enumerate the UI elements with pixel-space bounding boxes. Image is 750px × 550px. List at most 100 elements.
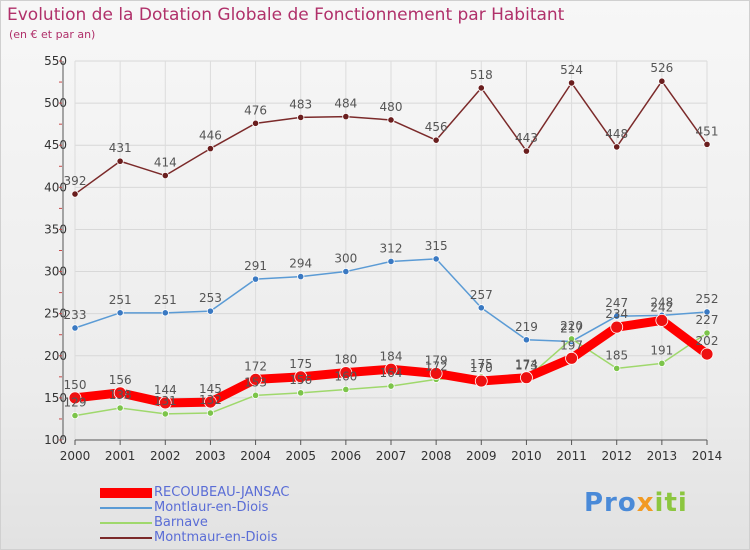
y-tick-label: 400 <box>44 180 67 194</box>
y-tick-label: 200 <box>44 349 67 363</box>
x-tick-label: 2012 <box>601 449 632 463</box>
x-tick-label: 2011 <box>556 449 587 463</box>
y-tick-label: 500 <box>44 96 67 110</box>
data-point <box>432 255 440 263</box>
data-point <box>294 370 308 384</box>
data-point <box>474 374 488 388</box>
chart-title: Evolution de la Dotation Globale de Fonc… <box>7 5 565 25</box>
logo-part-1: Pro <box>584 488 637 518</box>
x-tick-label: 2000 <box>60 449 91 463</box>
data-point <box>206 144 215 153</box>
data-label: 526 <box>650 61 673 75</box>
data-point <box>520 371 533 385</box>
data-label: 172 <box>425 359 448 373</box>
data-label: 129 <box>64 396 87 410</box>
data-label: 220 <box>560 319 583 333</box>
x-tick-label: 2010 <box>511 449 542 463</box>
data-point <box>206 409 215 417</box>
x-tick-label: 2005 <box>285 449 316 463</box>
data-point <box>68 391 82 405</box>
data-label: 253 <box>199 291 222 305</box>
data-point <box>251 119 260 127</box>
x-tick-label: 2008 <box>421 449 452 463</box>
data-label: 219 <box>515 320 538 334</box>
data-label: 476 <box>244 103 267 117</box>
legend-swatch <box>100 485 152 500</box>
data-label: 191 <box>650 343 673 357</box>
data-point <box>116 309 124 317</box>
data-point <box>567 79 576 87</box>
data-point <box>613 364 621 373</box>
proxiti-logo: Proxiti <box>584 488 688 518</box>
data-label: 156 <box>109 373 132 387</box>
data-point <box>116 404 124 412</box>
data-label: 138 <box>109 388 132 402</box>
data-point <box>387 257 395 266</box>
data-point <box>249 372 262 386</box>
data-point <box>613 143 621 151</box>
data-label: 247 <box>605 296 628 310</box>
data-point <box>161 171 169 180</box>
data-point <box>703 308 711 316</box>
data-label: 233 <box>64 308 87 322</box>
data-label: 252 <box>696 292 719 306</box>
x-tick-label: 2009 <box>466 449 497 463</box>
y-tick-label: 150 <box>44 391 67 405</box>
data-label: 392 <box>64 174 87 188</box>
legend-swatch <box>100 515 152 530</box>
data-label: 174 <box>515 358 538 372</box>
legend-label: Montmaur-en-Diois <box>154 530 278 545</box>
y-tick-label: 300 <box>44 265 67 279</box>
data-point <box>658 77 666 85</box>
logo-part-2: x <box>636 488 655 518</box>
data-point <box>251 391 260 399</box>
data-label: 448 <box>605 127 628 141</box>
data-label: 443 <box>515 131 538 145</box>
data-point <box>342 267 350 276</box>
data-point <box>387 116 395 124</box>
y-tick-label: 100 <box>44 433 67 447</box>
data-label: 312 <box>380 241 403 255</box>
data-point <box>477 84 485 92</box>
data-label: 480 <box>380 100 403 114</box>
data-label: 446 <box>199 129 222 143</box>
data-label: 185 <box>605 348 628 362</box>
axes: 100 150 200 250 300 350 400 450 500 550 2000 2001 20… <box>44 54 722 463</box>
legend-swatch <box>100 500 152 515</box>
data-point <box>522 147 531 155</box>
data-label: 484 <box>334 97 357 111</box>
data-label: 184 <box>380 349 403 363</box>
data-point <box>204 395 217 409</box>
data-label: 131 <box>154 394 177 408</box>
data-label: 179 <box>425 353 448 367</box>
data-label: 483 <box>289 97 312 111</box>
data-point <box>251 275 260 283</box>
data-label: 300 <box>334 252 357 266</box>
data-point <box>206 307 215 315</box>
data-point <box>342 385 350 394</box>
data-point <box>387 382 395 390</box>
data-point <box>161 309 169 317</box>
y-tick-label: 550 <box>44 54 67 68</box>
data-point <box>71 324 79 332</box>
data-label: 518 <box>470 68 493 82</box>
data-point <box>71 411 79 420</box>
data-label: 234 <box>605 307 628 321</box>
data-label: 150 <box>64 378 87 392</box>
y-tick-label: 250 <box>44 307 67 321</box>
data-label: 172 <box>244 359 267 373</box>
data-point <box>297 273 305 281</box>
data-label: 456 <box>425 120 448 134</box>
data-label: 175 <box>470 357 493 371</box>
x-tick-label: 2004 <box>240 449 271 463</box>
y-tick-label: 450 <box>44 138 67 152</box>
data-label: 291 <box>244 259 267 273</box>
data-point <box>655 314 669 327</box>
x-tick-label: 2007 <box>376 449 407 463</box>
data-label: 217 <box>560 321 583 335</box>
data-point <box>565 351 578 365</box>
data-point <box>339 366 353 380</box>
data-label: 524 <box>560 63 583 77</box>
